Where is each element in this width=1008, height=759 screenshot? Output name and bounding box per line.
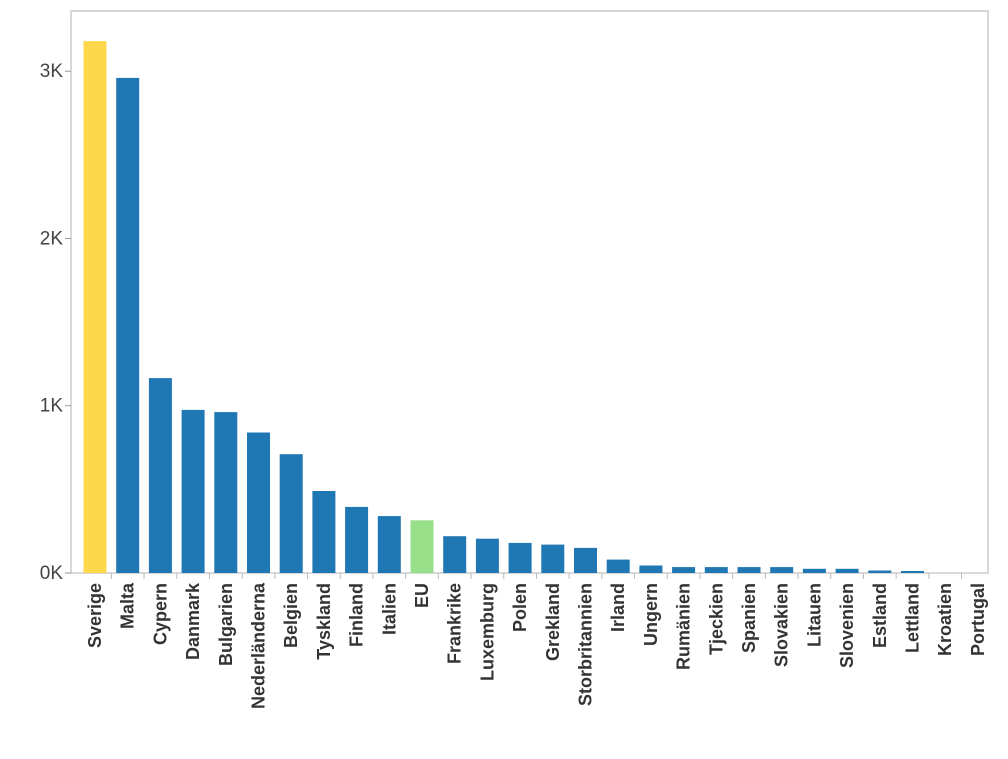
x-tick-label: Sverige — [85, 583, 105, 648]
bar-slovakien — [770, 567, 794, 573]
bars — [83, 41, 924, 574]
bar-nederländerna — [247, 432, 270, 573]
x-tick-label: Estland — [870, 583, 890, 648]
y-tick-label: 2K — [40, 228, 64, 249]
x-tick-label: Nederländerna — [249, 582, 269, 709]
y-axis: 0K 1K 2K 3K — [40, 61, 71, 584]
bar-spanien — [737, 567, 761, 573]
x-tick-label: Finland — [347, 583, 367, 647]
bar-belgien — [279, 454, 303, 573]
y-tick-label: 3K — [40, 61, 64, 82]
x-axis: Sverige Malta Cypern Danmark Bulgarien Nederl… — [85, 573, 988, 709]
x-tick-label: Slovenien — [837, 583, 857, 668]
x-tick-label: Slovakien — [772, 583, 792, 667]
x-tick-label: Malta — [118, 582, 138, 629]
plot-frame — [70, 10, 989, 574]
x-tick-label: Rumänien — [674, 583, 694, 670]
bar-irland — [606, 559, 630, 573]
bar-grekland — [541, 544, 565, 573]
bar-storbritannien — [574, 547, 597, 573]
bar-tyskland — [312, 491, 336, 573]
bar-italien — [377, 516, 401, 573]
y-tick-label: 1K — [40, 396, 64, 417]
bar-eu — [410, 520, 434, 573]
x-tick-label: Bulgarien — [216, 583, 236, 666]
x-tick-label: Tjeckien — [706, 583, 726, 655]
bar-danmark — [181, 409, 205, 573]
bar-estland — [868, 570, 892, 573]
x-tick-label: EU — [412, 583, 432, 608]
x-tick-label: Luxemburg — [477, 583, 497, 681]
x-tick-label: Storbritannien — [576, 583, 596, 706]
x-tick-label: Ungern — [641, 583, 661, 646]
x-tick-label: Danmark — [183, 582, 203, 660]
bar-bulgarien — [214, 412, 238, 573]
bar-litauen — [802, 568, 826, 573]
x-tick-label: Grekland — [543, 583, 563, 661]
bar-polen — [508, 542, 532, 573]
bar-slovenien — [835, 568, 859, 573]
y-tick-label: 0K — [40, 563, 64, 584]
x-tick-label: Cypern — [150, 583, 170, 645]
bar-malta — [116, 77, 140, 574]
x-tick-label: Belgien — [281, 583, 301, 648]
bar-frankrike — [443, 536, 467, 573]
x-tick-label: Litauen — [804, 583, 824, 647]
x-tick-label: Italien — [379, 583, 399, 635]
x-tick-label: Frankrike — [445, 583, 465, 664]
bar-finland — [345, 506, 369, 573]
x-tick-label: Irland — [608, 583, 628, 632]
bar-cypern — [148, 378, 172, 573]
x-tick-label: Lettland — [903, 583, 923, 653]
plot-border — [70, 10, 989, 574]
x-tick-label: Kroatien — [935, 583, 955, 656]
bar-ungern — [639, 565, 663, 573]
x-tick-label: Portugal — [968, 583, 988, 656]
x-tick-label: Spanien — [739, 583, 759, 653]
bar-tjeckien — [704, 567, 728, 573]
x-tick-label: Polen — [510, 583, 530, 632]
x-tick-label: Tyskland — [314, 583, 334, 660]
bar-luxemburg — [475, 538, 499, 573]
bar-lettland — [901, 571, 924, 573]
bar-sverige — [83, 41, 107, 574]
bar-rumänien — [672, 567, 696, 573]
